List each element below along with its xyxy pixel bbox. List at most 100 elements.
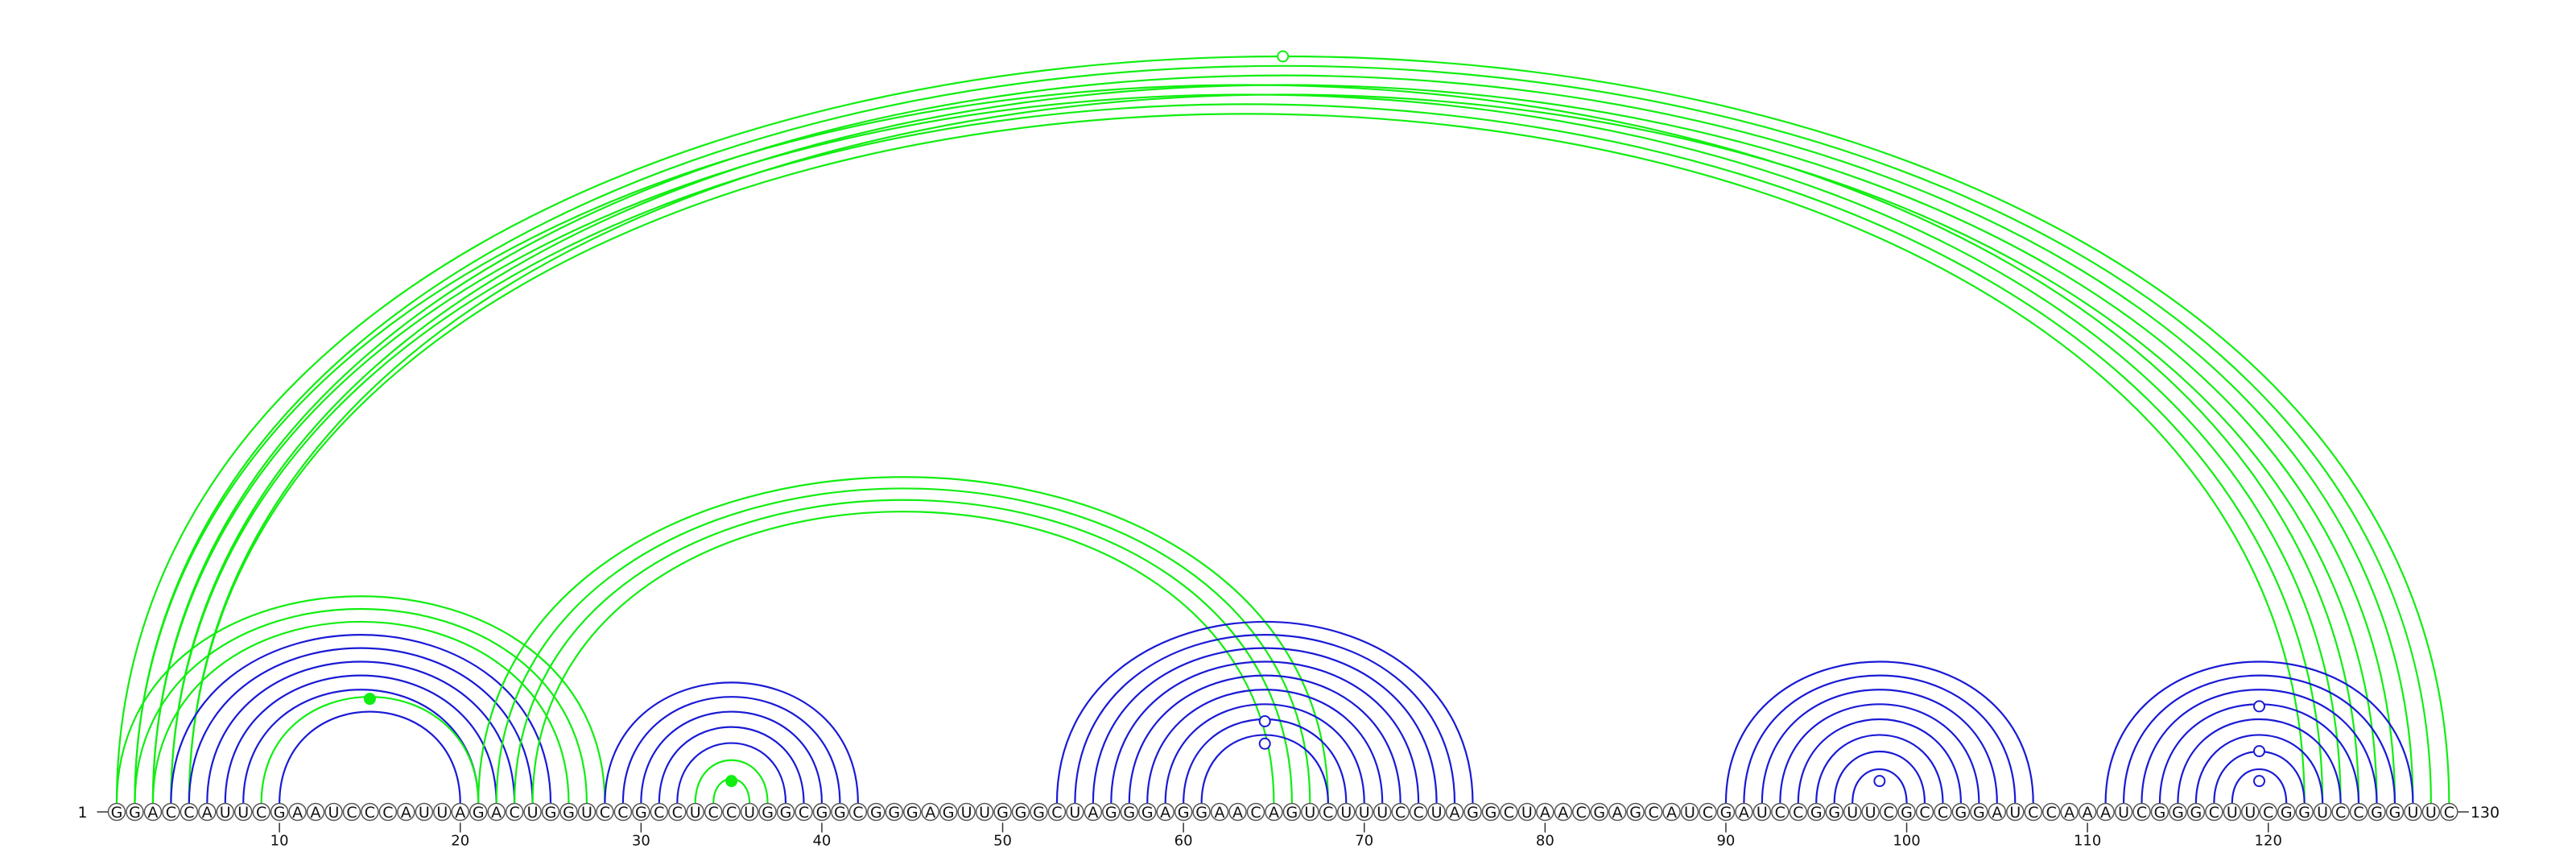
nucleotide-letter: C: [1648, 804, 1658, 822]
pair-arc-6-23: [206, 660, 516, 804]
nucleotide-circle: [233, 802, 253, 822]
nucleotide-85: G: [1626, 802, 1645, 822]
nucleotide-letter: C: [654, 804, 664, 822]
nucleotide-letter: G: [870, 804, 882, 822]
nucleotide-circle: [1771, 802, 1790, 822]
nucleotide-30: G: [632, 802, 650, 822]
nucleotide-119: U: [2241, 802, 2260, 822]
nucleotide-circle: [885, 802, 904, 822]
nucleotide-letter: G: [129, 804, 141, 822]
nucleotide-circle: [1391, 802, 1410, 822]
nucleotide-115: G: [2169, 802, 2187, 822]
pair-arc-54-75: [1074, 634, 1456, 804]
nucleotide-letter: G: [2389, 804, 2401, 822]
nucleotide-circle: [740, 802, 759, 822]
pair-arc-92-105: [1761, 689, 1998, 804]
nucleotide-81: A: [1554, 802, 1573, 822]
nucleotide-62: A: [1210, 802, 1229, 822]
nucleotide-circle: [1915, 802, 1934, 822]
nucleotide-55: A: [1084, 802, 1103, 822]
nucleotide-circle: [686, 802, 704, 822]
nucleotide-circle: [1662, 802, 1681, 822]
tick-label: 30: [632, 832, 650, 849]
nucleotide-circle: [487, 802, 506, 822]
nucleotide-letter: C: [2136, 804, 2147, 822]
pair-arc-112-127: [2122, 674, 2396, 804]
nucleotide-letter: C: [184, 804, 194, 822]
nucleotide-circle: [1120, 802, 1139, 822]
nucleotide-circle: [1934, 802, 1952, 822]
nucleotide-108: C: [2041, 802, 2061, 822]
pair-arc-2-129: [134, 64, 2432, 804]
nucleotide-circle: [433, 802, 452, 822]
nucleotide-49: U: [975, 802, 994, 822]
nucleotide-circle: [2349, 802, 2368, 822]
nucleotide-100: G: [1897, 802, 1916, 822]
nucleotide-letter: G: [473, 804, 485, 822]
nucleotide-letter: U: [2244, 804, 2256, 822]
nucleotide-letter: C: [166, 804, 176, 822]
nucleotide-circle: [795, 802, 813, 822]
nucleotide-letter: C: [1504, 804, 1514, 822]
nucleotide-circle: [1861, 802, 1880, 822]
nucleotide-26: G: [559, 802, 578, 822]
nucleotide-circle: [2078, 802, 2097, 822]
pseudoknot-marker: [1277, 50, 1290, 63]
nucleotide-92: U: [1752, 802, 1772, 822]
nucleotide-letter: G: [816, 804, 828, 822]
nucleotide-37: G: [758, 802, 777, 822]
nucleotide-letter: U: [1757, 804, 1768, 822]
nucleotide-letter: A: [491, 804, 502, 822]
nucleotide-letter: G: [1033, 804, 1045, 822]
nucleotide-circle: [1265, 802, 1283, 822]
pair-arc-3-124: [151, 93, 2342, 804]
nucleotide-letter: U: [436, 804, 448, 822]
nucleotide-circle: [2368, 802, 2386, 822]
nucleotide-circle: [2404, 802, 2422, 822]
nucleotide-42: C: [848, 802, 868, 822]
nucleotide-letter: G: [2281, 804, 2293, 822]
nucleotide-circle: [993, 802, 1012, 822]
nucleotide-3: A: [143, 802, 163, 822]
pair-arc-5-24: [188, 647, 534, 804]
nucleotide-112: U: [2114, 802, 2133, 822]
pair-arc-1-28: [115, 595, 606, 804]
nucleotide-14: C: [342, 802, 361, 822]
nucleotide-circle: [867, 802, 886, 822]
nucleotide-letter: C: [2353, 804, 2363, 822]
nucleotide-letter: C: [1703, 804, 1713, 822]
pseudoknot-marker: [725, 775, 738, 788]
nucleotide-circle: [2150, 802, 2169, 822]
nucleotide-circle: [1699, 802, 1717, 822]
nucleotide-25: G: [541, 802, 560, 822]
nucleotide-40: G: [812, 802, 832, 822]
nucleotide-letter: C: [2335, 804, 2346, 822]
nucleotide-1: G: [107, 802, 126, 822]
nucleotide-circle: [2277, 802, 2296, 822]
nucleotide-circle: [288, 802, 307, 822]
ticks-layer: 10 20 30 40 50 60 70 80 90 100 110 120: [270, 822, 2282, 849]
nucleotide-letter: C: [382, 804, 393, 822]
pair-arc-93-104: [1779, 703, 1980, 804]
nucleotide-letter: U: [2009, 804, 2021, 822]
nucleotide-circle: [1337, 802, 1356, 822]
nucleotide-circle: [650, 802, 669, 822]
nucleotide-circle: [1084, 802, 1103, 822]
nucleotide-letter: C: [726, 804, 737, 822]
nucleotide-letter: G: [1195, 804, 1208, 822]
nucleotide-circle: [1735, 802, 1753, 822]
nucleotide-76: G: [1463, 802, 1482, 822]
nucleotide-letter: C: [256, 804, 266, 822]
nucleotide-98: U: [1861, 802, 1880, 822]
nucleotide-letter: G: [1286, 804, 1298, 822]
nucleotide-82: C: [1572, 802, 1591, 822]
nucleotide-letter: C: [1938, 804, 1948, 822]
nucleotide-58: G: [1137, 802, 1157, 822]
nucleotide-47: G: [939, 802, 958, 822]
nucleotide-97: U: [1843, 802, 1862, 822]
nucleotide-letter: C: [1395, 804, 1406, 822]
nucleotide-circle: [577, 802, 597, 822]
nucleotide-circle: [2385, 802, 2405, 822]
nucleotide-circle: [1102, 802, 1121, 822]
pair-arc-5-122: [188, 113, 2306, 804]
